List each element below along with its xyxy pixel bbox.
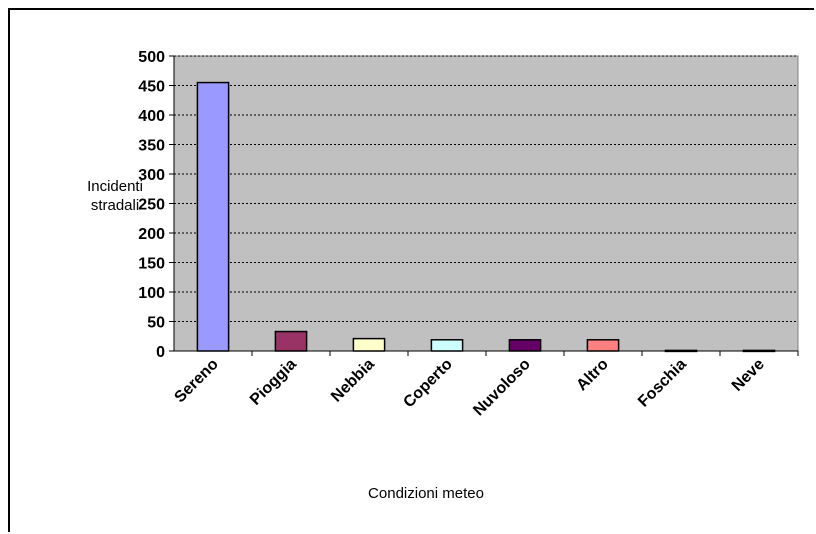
bar-sereno xyxy=(196,81,230,352)
x-tick-label-sereno: Sereno xyxy=(171,356,222,407)
x-tick-label-neve: Neve xyxy=(729,356,768,395)
y-tick-label: 0 xyxy=(156,344,165,361)
y-tick-label: 100 xyxy=(138,285,165,302)
bar-nebbia xyxy=(352,337,386,352)
bars xyxy=(196,81,776,353)
y-tick-label: 50 xyxy=(147,315,165,332)
bar-altro xyxy=(586,339,620,352)
y-tick-labels: 0 50 100 150 200 250 300 350 400 450 500 xyxy=(138,49,174,361)
y-axis-label-line-1: Incidenti xyxy=(87,178,143,195)
y-tick-label: 500 xyxy=(138,49,165,66)
y-tick-label: 250 xyxy=(138,197,165,214)
y-tick-label: 450 xyxy=(138,79,165,96)
x-tick-label-foschia: Foschia xyxy=(635,356,690,411)
bar-coperto xyxy=(430,339,464,352)
bar-nuvoloso xyxy=(508,339,542,352)
x-tick-label-coperto: Coperto xyxy=(400,356,456,412)
x-axis-label: Condizioni meteo xyxy=(368,485,484,502)
y-tick-label: 400 xyxy=(138,108,165,125)
x-tick-label-pioggia: Pioggia xyxy=(247,356,300,409)
bar-pioggia xyxy=(274,330,308,352)
gridlines xyxy=(174,55,798,322)
x-tick-label-nuvoloso: Nuvoloso xyxy=(470,356,534,420)
chart-frame xyxy=(8,8,814,532)
x-tick-labels: Sereno Pioggia Nebbia Coperto Nuvoloso Altro F… xyxy=(171,351,799,420)
x-tick-label-nebbia: Nebbia xyxy=(328,356,378,406)
y-tick-label: 350 xyxy=(138,138,165,155)
x-tick-label-altro: Altro xyxy=(573,356,612,395)
y-tick-label: 150 xyxy=(138,256,165,273)
y-tick-label: 300 xyxy=(138,167,165,184)
y-axis-label-line-2: stradali xyxy=(91,197,139,214)
y-tick-label: 200 xyxy=(138,226,165,243)
